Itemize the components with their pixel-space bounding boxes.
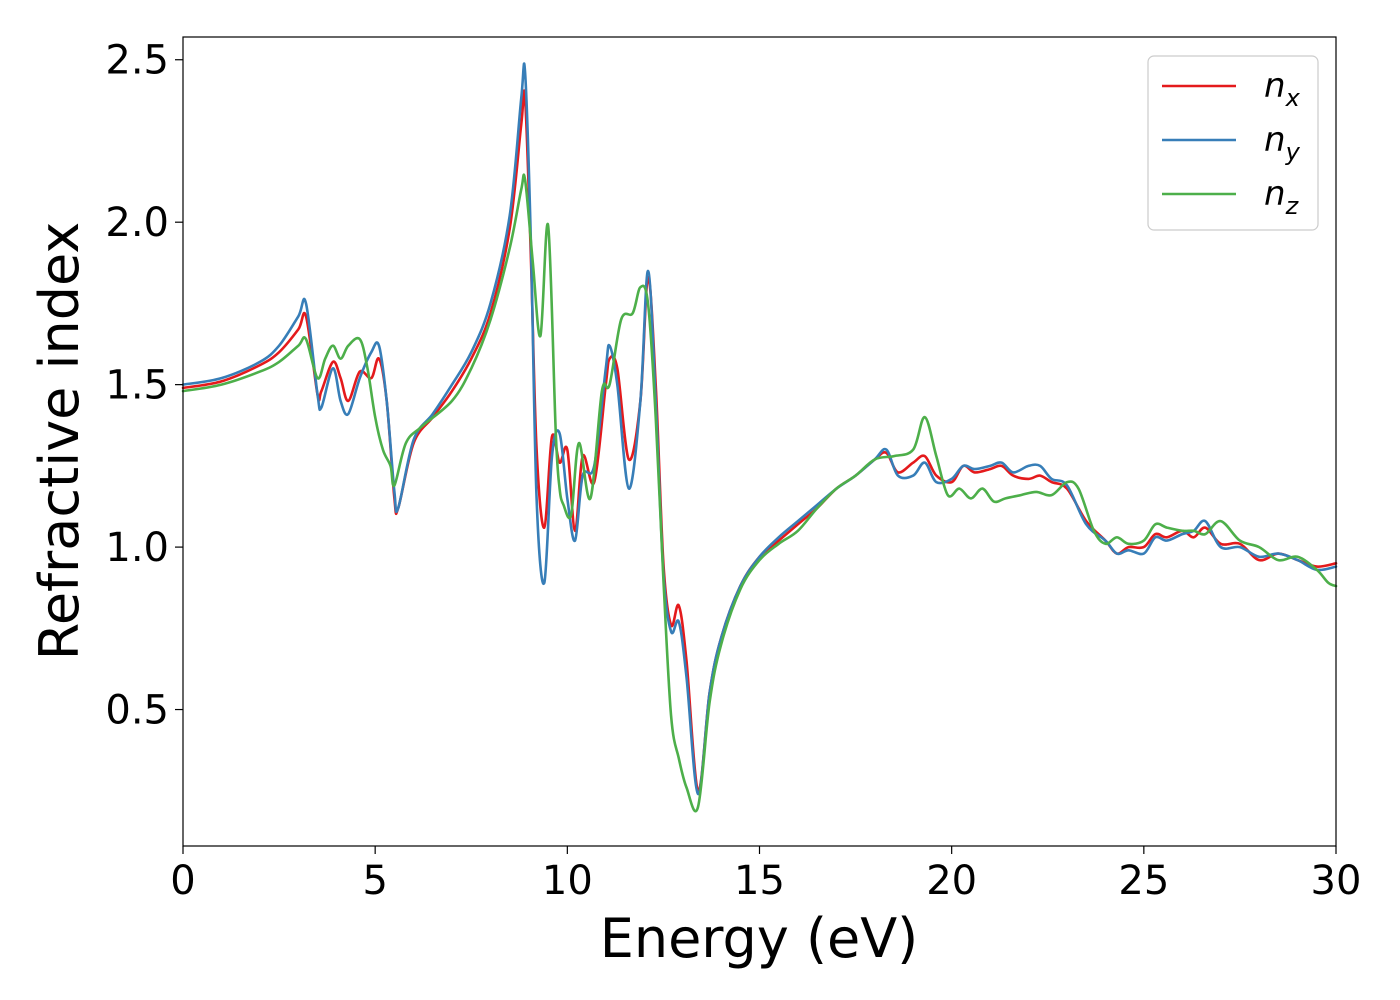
x-tick-label: 25 [1118, 858, 1169, 904]
legend: nx ny nz [1147, 55, 1319, 231]
series-line-z [181, 173, 1338, 813]
y-axis-label: Refractive index [28, 222, 91, 661]
legend-label-x: nx [1264, 66, 1301, 112]
y-tick-label: 1.5 [105, 363, 169, 409]
legend-box [1147, 55, 1319, 231]
x-axis-ticks: 0 5 10 15 20 25 30 [170, 846, 1361, 904]
y-tick-label: 2.0 [105, 200, 169, 246]
legend-label-y: ny [1264, 120, 1301, 166]
x-tick-label: 0 [170, 858, 195, 904]
y-axis-ticks: 0.5 1.0 1.5 2.0 2.5 [105, 38, 183, 734]
x-tick-label: 5 [362, 858, 387, 904]
x-axis-label: Energy (eV) [600, 907, 919, 970]
x-tick-label: 10 [542, 858, 593, 904]
y-tick-label: 1.0 [105, 525, 169, 571]
series-layer [181, 62, 1338, 813]
y-tick-label: 2.5 [105, 38, 169, 84]
y-tick-label: 0.5 [105, 688, 169, 734]
x-tick-label: 30 [1311, 858, 1362, 904]
x-tick-label: 15 [734, 858, 785, 904]
x-tick-label: 20 [926, 858, 977, 904]
legend-label-z: nz [1264, 174, 1300, 220]
